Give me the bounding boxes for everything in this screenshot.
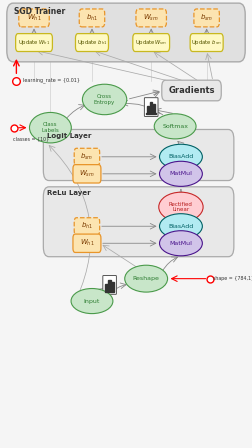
FancyBboxPatch shape <box>16 34 52 52</box>
Bar <box>146 113 156 114</box>
Text: BiasAdd: BiasAdd <box>168 224 194 229</box>
FancyBboxPatch shape <box>133 34 170 52</box>
Text: $b_{sm}$: $b_{sm}$ <box>200 13 213 23</box>
FancyBboxPatch shape <box>74 148 100 165</box>
FancyBboxPatch shape <box>74 218 100 235</box>
FancyBboxPatch shape <box>103 276 116 294</box>
Bar <box>105 291 114 292</box>
FancyBboxPatch shape <box>43 129 234 181</box>
Text: MatMul: MatMul <box>170 241 192 246</box>
Text: $W_{sm}$: $W_{sm}$ <box>143 13 159 23</box>
Ellipse shape <box>160 214 202 239</box>
Bar <box>153 104 155 113</box>
Text: ReLu Layer: ReLu Layer <box>47 190 91 196</box>
Bar <box>111 282 114 291</box>
FancyBboxPatch shape <box>76 34 108 52</box>
Text: $b_{sm}$: $b_{sm}$ <box>80 152 94 162</box>
FancyBboxPatch shape <box>7 3 245 62</box>
FancyBboxPatch shape <box>162 80 221 101</box>
Text: $W_{h1}$: $W_{h1}$ <box>80 238 94 248</box>
Ellipse shape <box>160 161 202 186</box>
Text: learning_rate = {0.01}: learning_rate = {0.01} <box>23 78 80 83</box>
Ellipse shape <box>71 289 113 314</box>
Text: Logit Layer: Logit Layer <box>47 133 91 138</box>
FancyBboxPatch shape <box>144 98 158 116</box>
Ellipse shape <box>159 192 203 222</box>
Text: classes = {10}: classes = {10} <box>13 137 49 142</box>
Bar <box>108 280 111 291</box>
Text: SGD Trainer: SGD Trainer <box>14 7 65 16</box>
Text: $b_{h1}$: $b_{h1}$ <box>81 221 93 231</box>
FancyBboxPatch shape <box>194 9 219 27</box>
Bar <box>105 284 108 291</box>
FancyBboxPatch shape <box>79 9 105 27</box>
FancyBboxPatch shape <box>73 234 101 253</box>
FancyBboxPatch shape <box>73 164 101 183</box>
Text: Reshape: Reshape <box>133 276 160 281</box>
Text: Update $W_{h1}$: Update $W_{h1}$ <box>18 38 50 47</box>
Text: Softmax: Softmax <box>162 124 188 129</box>
FancyBboxPatch shape <box>19 9 49 27</box>
Text: Cross
Entropy: Cross Entropy <box>94 94 115 105</box>
Text: Update $b_{h1}$: Update $b_{h1}$ <box>77 38 107 47</box>
Text: Update $b_{sm}$: Update $b_{sm}$ <box>191 38 222 47</box>
Text: Class
Labels: Class Labels <box>42 122 59 133</box>
Text: BiasAdd: BiasAdd <box>168 154 194 159</box>
Bar <box>150 102 152 113</box>
Ellipse shape <box>82 84 127 115</box>
Text: $b_{h1}$: $b_{h1}$ <box>86 13 98 23</box>
Ellipse shape <box>154 114 196 139</box>
Bar <box>147 106 149 113</box>
Text: Input: Input <box>84 298 100 304</box>
FancyBboxPatch shape <box>190 34 223 52</box>
Ellipse shape <box>160 231 202 256</box>
Ellipse shape <box>125 265 168 292</box>
FancyBboxPatch shape <box>136 9 166 27</box>
Text: $W_{h1}$: $W_{h1}$ <box>27 13 41 23</box>
Ellipse shape <box>29 112 71 143</box>
Ellipse shape <box>160 144 202 169</box>
FancyBboxPatch shape <box>43 187 234 257</box>
Text: MatMul: MatMul <box>170 171 192 177</box>
Text: $W_{sm}$: $W_{sm}$ <box>79 169 95 179</box>
Text: shape = {784,1}: shape = {784,1} <box>213 276 252 281</box>
Text: Update$W_{sm}$: Update$W_{sm}$ <box>135 38 167 47</box>
Text: Gradients: Gradients <box>168 86 215 95</box>
Text: Rectified
Linear: Rectified Linear <box>169 202 193 212</box>
